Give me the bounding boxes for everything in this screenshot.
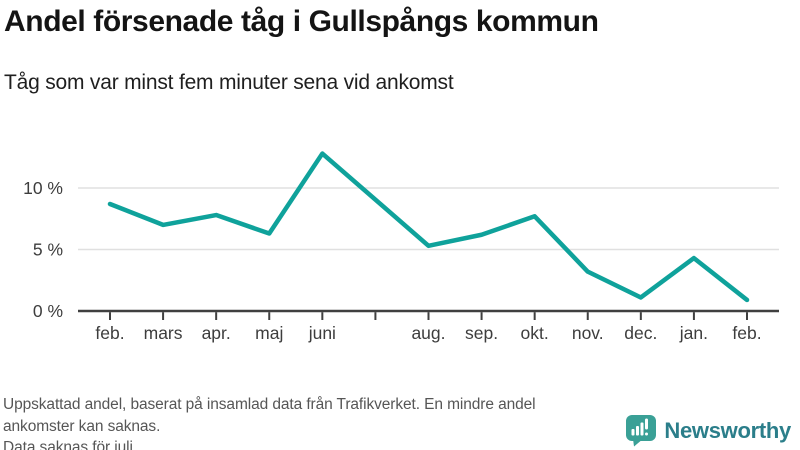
svg-text:okt.: okt. xyxy=(521,323,549,343)
page-subtitle: Tåg som var minst fem minuter sena vid a… xyxy=(4,71,454,94)
newsworthy-logo: Newsworthy xyxy=(626,415,791,447)
svg-text:jan.: jan. xyxy=(679,323,708,343)
svg-text:juni: juni xyxy=(308,323,336,343)
svg-text:5 %: 5 % xyxy=(33,240,63,260)
svg-text:mars: mars xyxy=(144,323,183,343)
svg-text:apr.: apr. xyxy=(202,323,231,343)
svg-text:nov.: nov. xyxy=(572,323,604,343)
bar-chart-bubble-icon xyxy=(626,415,657,447)
newsworthy-logo-text: Newsworthy xyxy=(664,418,791,443)
svg-text:aug.: aug. xyxy=(411,323,445,343)
svg-text:feb.: feb. xyxy=(95,323,124,343)
delay-line-chart: 0 % 5 % 10 % feb. mars apr. maj juni aug. sep. okt… xyxy=(23,151,779,343)
footer-line: ankomster kan saknas. xyxy=(3,417,161,435)
svg-text:maj: maj xyxy=(255,323,283,343)
svg-text:0 %: 0 % xyxy=(33,301,63,321)
footer-line: Uppskattad andel, baserat på insamlad da… xyxy=(3,396,536,413)
svg-text:dec.: dec. xyxy=(624,323,657,343)
svg-text:feb.: feb. xyxy=(732,323,761,343)
page-title: Andel försenade tåg i Gullspångs kommun xyxy=(4,5,599,38)
footer-note: Uppskattad andel, baserat på insamlad da… xyxy=(3,394,536,450)
svg-text:10 %: 10 % xyxy=(23,178,63,198)
footer-line: Data saknas för juli. xyxy=(3,439,138,450)
svg-text:sep.: sep. xyxy=(465,323,498,343)
